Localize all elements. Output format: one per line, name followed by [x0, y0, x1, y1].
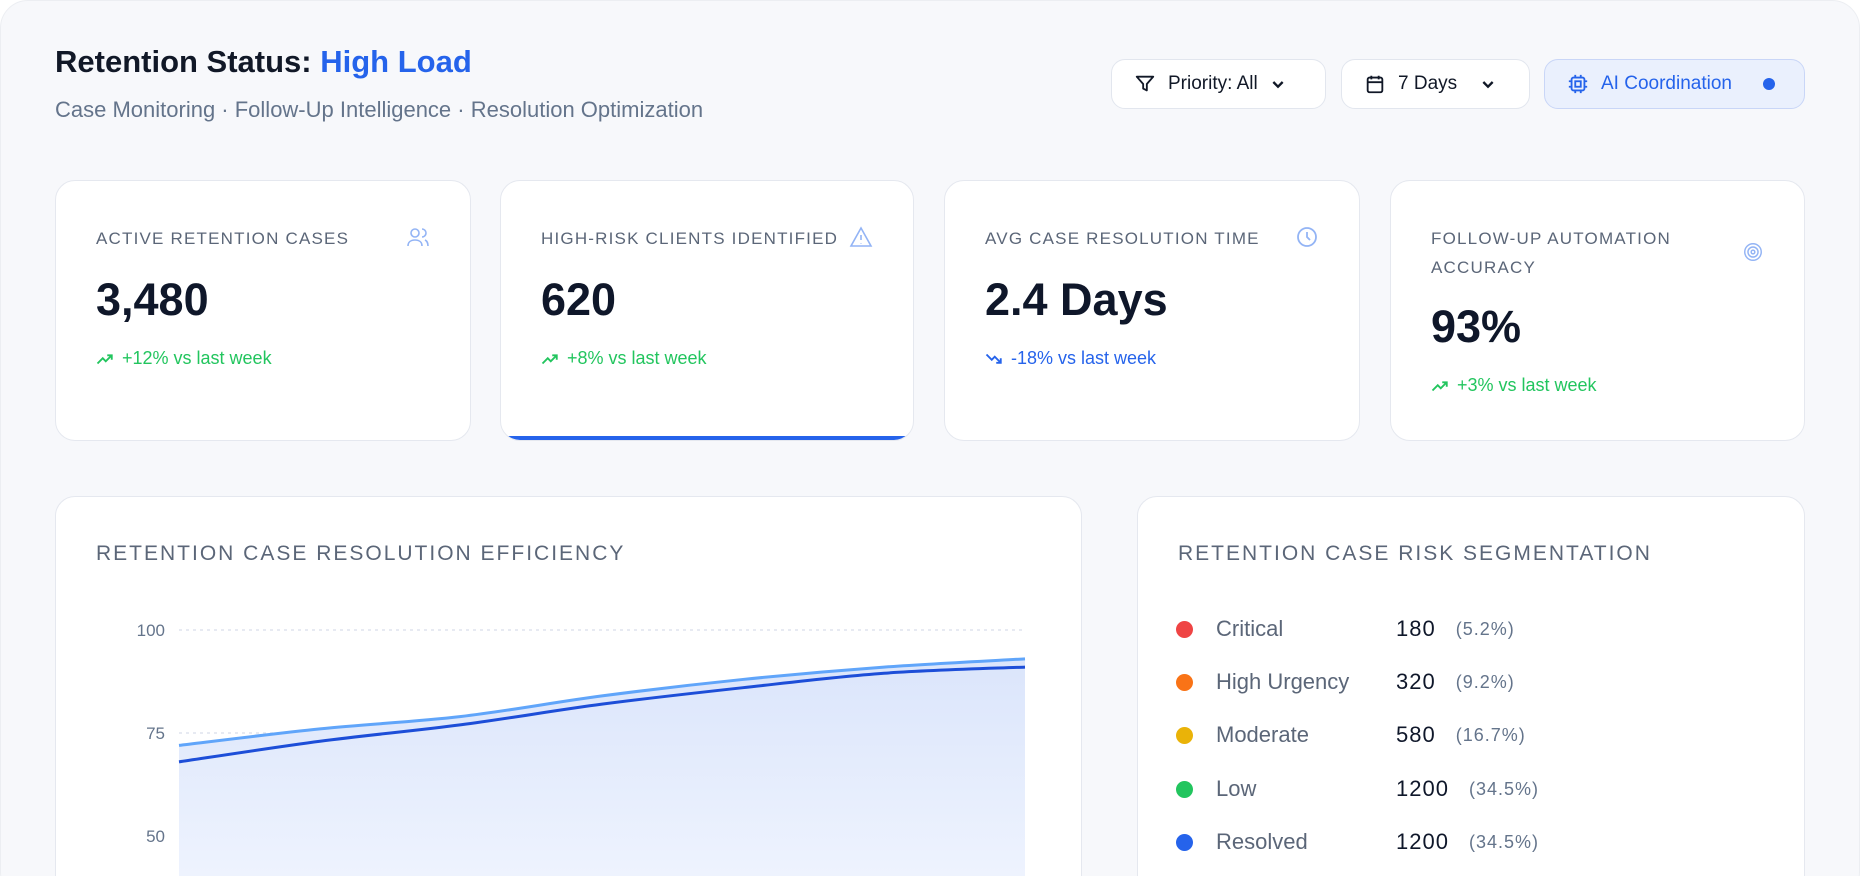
users-icon: [407, 228, 429, 247]
segment-percent: (34.5%): [1468, 831, 1539, 852]
trend-up-icon: [1431, 380, 1448, 391]
page-subtitle: Case Monitoring · Follow-Up Intelligence…: [55, 97, 704, 122]
priority-filter-label: Priority: All: [1168, 73, 1258, 94]
segment-row-critical: Critical 180 (5.2%): [1176, 614, 1515, 644]
segment-row-moderate: Moderate 580 (16.7%): [1176, 720, 1526, 750]
segment-value: 580: [1396, 722, 1436, 747]
segment-color-dot: [1176, 620, 1193, 638]
status-highlight: High Load: [320, 44, 472, 79]
kpi-value: 620: [541, 274, 617, 325]
clock-icon: [1297, 227, 1317, 247]
y-tick-label: 50: [146, 827, 165, 846]
segment-percent: (16.7%): [1455, 724, 1526, 745]
chevron-down-icon: [1482, 81, 1494, 89]
segment-percent: (34.5%): [1468, 778, 1539, 799]
trend-down-icon: [985, 353, 1002, 364]
segment-row-resolved: Resolved 1200 (34.5%): [1176, 827, 1539, 857]
chevron-down-icon: [1272, 81, 1284, 89]
kpi-label: ACTIVE RETENTION CASES: [96, 229, 350, 248]
active-indicator: [501, 436, 913, 440]
segment-color-dot: [1176, 833, 1193, 851]
kpi-value: 93%: [1431, 301, 1522, 352]
risk-segmentation-card: [1137, 496, 1805, 876]
kpi-label: HIGH-RISK CLIENTS IDENTIFIED: [541, 229, 839, 248]
kpi-change: +8% vs last week: [541, 348, 707, 369]
segment-color-dot: [1176, 673, 1193, 691]
kpi-card-resolution-time[interactable]: AVG CASE RESOLUTION TIME 2.4 Days -18% v…: [944, 180, 1360, 441]
page-title: Retention Status: High Load: [55, 44, 472, 80]
efficiency-area-fill: [179, 658, 1025, 876]
kpi-card-automation-accuracy[interactable]: FOLLOW-UP AUTOMATION ACCURACY 93% +3% vs…: [1390, 180, 1805, 441]
kpi-change: -18% vs last week: [985, 348, 1156, 369]
date-range-label: 7 Days: [1398, 73, 1458, 94]
kpi-change-text: +8% vs last week: [567, 348, 707, 368]
date-range-button[interactable]: 7 Days: [1341, 59, 1530, 109]
segment-percent: (5.2%): [1455, 618, 1515, 639]
segment-value: 1200: [1396, 776, 1449, 801]
ai-coordination-label: AI Coordination: [1601, 73, 1732, 94]
segment-label: High Urgency: [1216, 669, 1350, 694]
segment-color-dot: [1176, 780, 1193, 798]
trend-up-icon: [541, 353, 558, 364]
cpu-icon: [1568, 74, 1588, 94]
priority-filter-button[interactable]: Priority: All: [1111, 59, 1326, 109]
kpi-label: FOLLOW-UP AUTOMATION ACCURACY: [1431, 229, 1671, 277]
warning-icon: [849, 226, 873, 247]
segment-label: Moderate: [1216, 722, 1309, 747]
segment-percent: (9.2%): [1455, 671, 1515, 692]
segment-row-high-urgency: High Urgency 320 (9.2%): [1176, 667, 1515, 697]
risk-segmentation-title: RETENTION CASE RISK SEGMENTATION: [1178, 542, 1652, 565]
kpi-change: +12% vs last week: [96, 348, 272, 369]
status-dot: [1763, 78, 1775, 90]
segment-row-low: Low 1200 (34.5%): [1176, 774, 1539, 804]
kpi-change-text: -18% vs last week: [1011, 348, 1157, 368]
calendar-icon: [1366, 75, 1384, 94]
segment-label: Critical: [1216, 616, 1284, 641]
kpi-change-text: +3% vs last week: [1457, 375, 1597, 395]
segment-value: 180: [1396, 616, 1436, 641]
efficiency-chart-title: RETENTION CASE RESOLUTION EFFICIENCY: [96, 542, 626, 565]
trend-up-icon: [96, 353, 113, 364]
segment-label: Low: [1216, 776, 1257, 801]
kpi-label: AVG CASE RESOLUTION TIME: [985, 229, 1260, 248]
target-icon: [1744, 243, 1762, 261]
segment-color-dot: [1176, 726, 1193, 744]
series-line-1: [178, 657, 1026, 747]
segment-value: 320: [1396, 669, 1436, 694]
kpi-card-high-risk[interactable]: HIGH-RISK CLIENTS IDENTIFIED 620 +8% vs …: [500, 180, 914, 441]
title-prefix: Retention Status:: [55, 44, 321, 79]
segment-label: Resolved: [1216, 829, 1308, 854]
kpi-change: +3% vs last week: [1431, 375, 1597, 396]
kpi-card-active-cases[interactable]: ACTIVE RETENTION CASES 3,480 +12% vs las…: [55, 180, 471, 441]
filter-icon: [1135, 75, 1155, 92]
kpi-change-text: +12% vs last week: [122, 348, 272, 368]
y-tick-label: 75: [146, 724, 165, 743]
y-tick-label: 100: [137, 621, 165, 640]
segment-value: 1200: [1396, 829, 1449, 854]
kpi-value: 3,480: [96, 274, 209, 325]
kpi-value: 2.4 Days: [985, 274, 1168, 325]
ai-coordination-button[interactable]: AI Coordination: [1544, 59, 1805, 109]
series-line-2: [178, 665, 1026, 764]
